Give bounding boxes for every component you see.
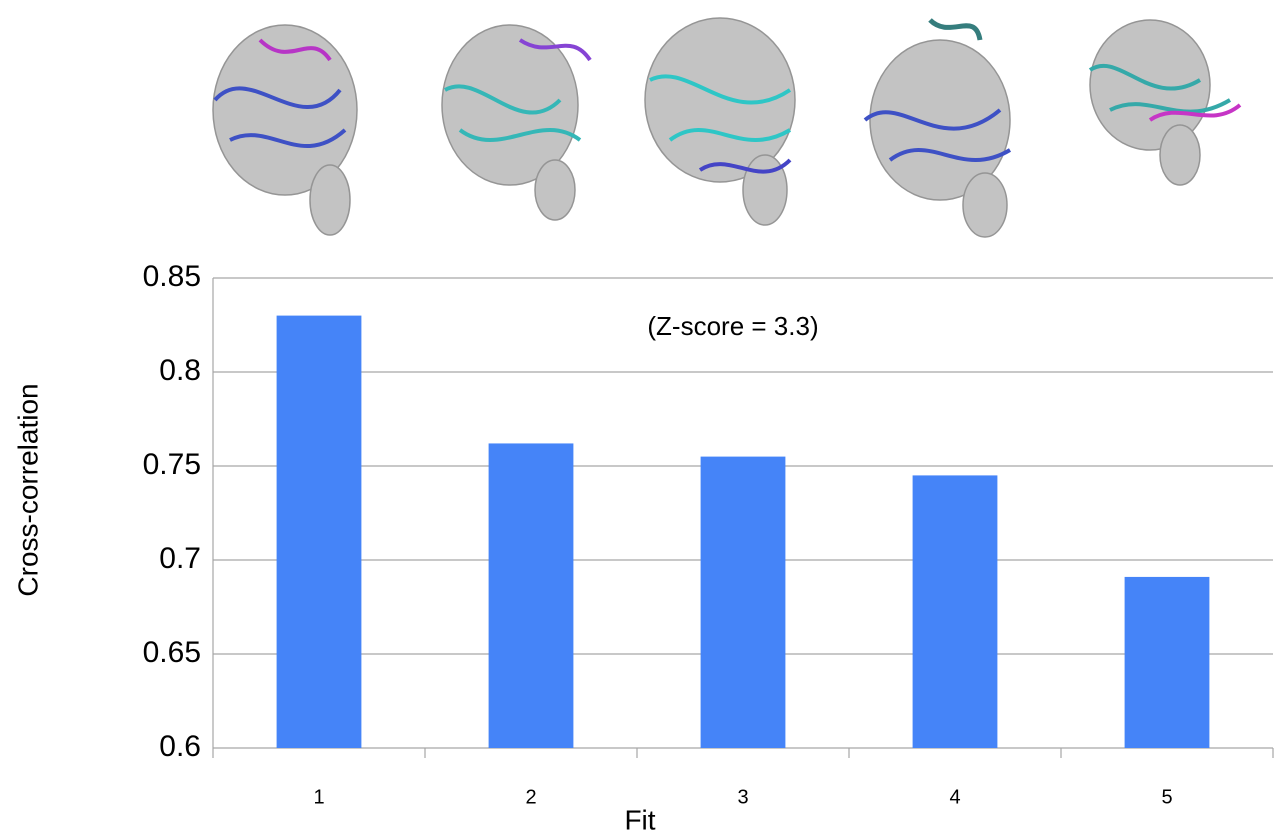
y-tick-label: 0.65	[143, 636, 201, 669]
y-tick-label: 0.85	[143, 260, 201, 293]
bar	[489, 443, 574, 748]
y-axis-label: Cross-correlation	[12, 383, 43, 596]
x-tick-label: 4	[949, 786, 960, 808]
x-tick-label: 2	[525, 786, 536, 808]
x-tick-label: 1	[313, 786, 324, 808]
x-tick-label: 5	[1161, 786, 1172, 808]
y-tick-label: 0.8	[159, 354, 201, 387]
bar	[1125, 577, 1210, 748]
thumbnail	[645, 18, 795, 225]
bar	[913, 475, 998, 748]
y-tick-label: 0.75	[143, 448, 201, 481]
y-tick-label: 0.7	[159, 542, 201, 575]
structure-thumbnails	[213, 18, 1240, 237]
thumbnail	[442, 25, 590, 220]
thumbnail	[1090, 20, 1240, 185]
bar	[701, 457, 786, 748]
annotation: (Z-score = 3.3)	[647, 311, 818, 341]
bar	[277, 316, 362, 748]
x-tick-label: 3	[737, 786, 748, 808]
chart: (Z-score = 3.3) Fit Cross-correlation 0.…	[0, 0, 1274, 839]
x-axis-label: Fit	[624, 804, 655, 835]
y-tick-label: 0.6	[159, 730, 201, 763]
thumbnail	[213, 25, 357, 235]
thumbnail	[865, 20, 1010, 237]
